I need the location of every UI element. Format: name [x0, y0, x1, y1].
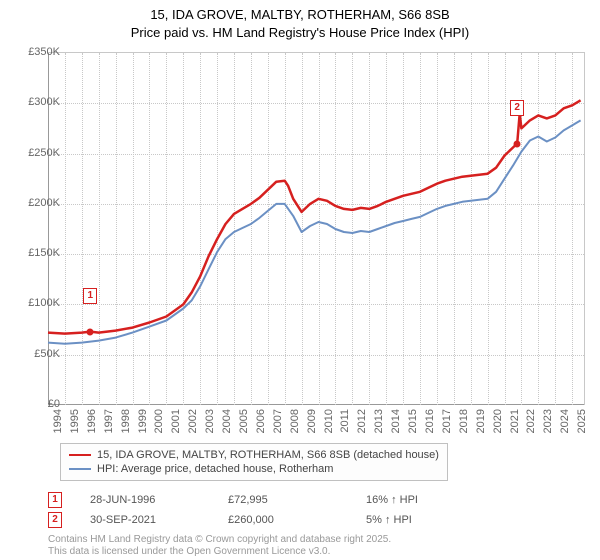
x-tick-label: 2020 [492, 409, 504, 433]
x-tick-label: 2019 [475, 409, 487, 433]
x-tick-label: 2016 [424, 409, 436, 433]
plot-area: 12 1994199519961997199819992000200120022… [48, 52, 585, 405]
x-tick-label: 2021 [509, 409, 521, 433]
y-tick-label: £200K [28, 197, 60, 209]
table-row: 1 28-JUN-1996 £72,995 16% ↑ HPI [48, 490, 584, 510]
y-tick-label: £100K [28, 297, 60, 309]
x-tick-label: 2000 [153, 409, 165, 433]
x-tick-label: 2010 [323, 409, 335, 433]
legend-label: 15, IDA GROVE, MALTBY, ROTHERHAM, S66 8S… [97, 449, 439, 461]
x-tick-label: 1995 [69, 409, 81, 433]
x-tick-label: 2003 [204, 409, 216, 433]
x-tick-label: 2024 [559, 409, 571, 433]
title-line-2: Price paid vs. HM Land Registry's House … [131, 25, 469, 40]
attribution-line-1: Contains HM Land Registry data © Crown c… [48, 534, 391, 545]
x-tick-label: 2006 [255, 409, 267, 433]
x-tick-label: 2014 [390, 409, 402, 433]
x-tick-label: 1998 [120, 409, 132, 433]
legend-item-price-paid: 15, IDA GROVE, MALTBY, ROTHERHAM, S66 8S… [69, 448, 439, 462]
legend-item-hpi: HPI: Average price, detached house, Roth… [69, 462, 439, 476]
x-tick-label: 2011 [339, 409, 351, 433]
x-tick-label: 2005 [238, 409, 250, 433]
title-line-1: 15, IDA GROVE, MALTBY, ROTHERHAM, S66 8S… [150, 7, 449, 22]
sale-date: 30-SEP-2021 [90, 514, 200, 526]
x-tick-label: 2012 [356, 409, 368, 433]
y-tick-label: £50K [34, 348, 60, 360]
x-tick-label: 2022 [525, 409, 537, 433]
x-tick-label: 2004 [221, 409, 233, 433]
line-series-svg [48, 53, 584, 405]
y-tick-label: £150K [28, 247, 60, 259]
sale-delta: 5% ↑ HPI [366, 514, 476, 526]
x-tick-label: 2007 [272, 409, 284, 433]
x-tick-label: 2018 [458, 409, 470, 433]
series-line-price_paid [48, 100, 581, 333]
y-tick-label: £250K [28, 147, 60, 159]
legend: 15, IDA GROVE, MALTBY, ROTHERHAM, S66 8S… [60, 443, 448, 481]
sale-point-icon [87, 328, 94, 335]
x-tick-label: 1997 [103, 409, 115, 433]
sale-price: £260,000 [228, 514, 338, 526]
x-tick-label: 1999 [137, 409, 149, 433]
x-tick-label: 2025 [576, 409, 588, 433]
chart-container: 15, IDA GROVE, MALTBY, ROTHERHAM, S66 8S… [0, 0, 600, 560]
sales-table: 1 28-JUN-1996 £72,995 16% ↑ HPI 2 30-SEP… [48, 490, 584, 530]
sale-date: 28-JUN-1996 [90, 494, 200, 506]
sale-marker-icon: 2 [48, 512, 62, 528]
sale-marker-icon: 1 [48, 492, 62, 508]
attribution-line-2: This data is licensed under the Open Gov… [48, 546, 330, 557]
chart-title: 15, IDA GROVE, MALTBY, ROTHERHAM, S66 8S… [0, 0, 600, 41]
x-tick-label: 2001 [170, 409, 182, 433]
series-line-hpi [48, 120, 581, 343]
x-tick-label: 2015 [407, 409, 419, 433]
legend-swatch-icon [69, 454, 91, 456]
sale-delta: 16% ↑ HPI [366, 494, 476, 506]
x-tick-label: 1996 [86, 409, 98, 433]
x-tick-label: 2002 [187, 409, 199, 433]
legend-label: HPI: Average price, detached house, Roth… [97, 463, 333, 475]
legend-swatch-icon [69, 468, 91, 470]
attribution: Contains HM Land Registry data © Crown c… [48, 534, 391, 558]
y-tick-label: £0 [48, 398, 60, 410]
x-tick-label: 2013 [373, 409, 385, 433]
x-tick-label: 1994 [52, 409, 64, 433]
sale-marker-box: 2 [510, 100, 524, 116]
x-tick-label: 2009 [306, 409, 318, 433]
sale-point-icon [514, 140, 521, 147]
y-tick-label: £350K [28, 46, 60, 58]
table-row: 2 30-SEP-2021 £260,000 5% ↑ HPI [48, 510, 584, 530]
sale-marker-box: 1 [83, 288, 97, 304]
y-tick-label: £300K [28, 96, 60, 108]
x-tick-label: 2023 [542, 409, 554, 433]
x-tick-label: 2008 [289, 409, 301, 433]
sale-price: £72,995 [228, 494, 338, 506]
x-tick-label: 2017 [441, 409, 453, 433]
